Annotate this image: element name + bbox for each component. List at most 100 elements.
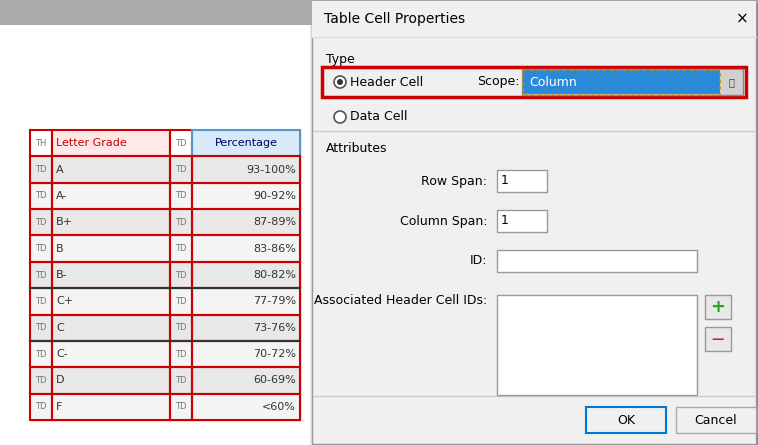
Bar [30, 209, 52, 235]
Bar [30, 315, 52, 341]
Text: Header Cell: Header Cell [350, 76, 423, 89]
Bar [312, 1, 756, 444]
Text: TD: TD [175, 297, 186, 306]
Text: ⌵: ⌵ [728, 77, 734, 87]
Text: TD: TD [175, 402, 186, 411]
Bar [30, 394, 52, 420]
Bar [52, 315, 170, 341]
Bar [30, 183, 52, 209]
Text: ×: × [735, 12, 748, 27]
Text: C+: C+ [56, 296, 73, 306]
Bar [52, 156, 170, 183]
Bar [170, 262, 192, 288]
Bar [30, 262, 52, 288]
Bar [705, 295, 731, 319]
Bar [30, 235, 52, 262]
Bar [52, 209, 170, 235]
Bar [30, 288, 52, 315]
Text: TD: TD [175, 376, 186, 385]
Bar [192, 209, 300, 235]
Text: TD: TD [175, 323, 186, 332]
Bar [170, 262, 192, 288]
Bar [586, 407, 666, 433]
Bar [52, 367, 170, 394]
Bar [52, 367, 170, 394]
Text: TD: TD [175, 350, 186, 359]
Text: TD: TD [36, 191, 47, 200]
Bar [705, 327, 731, 351]
Bar [30, 341, 52, 367]
Text: Scope:: Scope: [477, 76, 519, 89]
Bar [192, 367, 300, 394]
Bar [30, 130, 52, 156]
Bar [192, 183, 300, 209]
Text: B: B [56, 243, 64, 254]
Text: 90-92%: 90-92% [253, 191, 296, 201]
Text: TD: TD [36, 323, 47, 332]
Bar [52, 235, 170, 262]
Text: TD: TD [36, 376, 47, 385]
Bar [170, 394, 192, 420]
Bar [52, 288, 170, 315]
Bar [30, 209, 52, 235]
Text: B-: B- [56, 270, 67, 280]
Text: Row Span:: Row Span: [421, 174, 487, 187]
Text: TD: TD [175, 218, 186, 227]
Bar [192, 341, 300, 367]
Bar [523, 70, 720, 94]
Text: 70-72%: 70-72% [253, 349, 296, 359]
Bar [192, 315, 300, 341]
Bar [192, 235, 300, 262]
Text: A-: A- [56, 191, 67, 201]
Bar [170, 235, 192, 262]
Bar [523, 70, 720, 94]
Bar [52, 130, 170, 156]
Bar [30, 288, 52, 315]
Bar [30, 156, 52, 183]
Text: 83-86%: 83-86% [253, 243, 296, 254]
Bar [170, 209, 192, 235]
Bar [312, 1, 756, 37]
Bar [0, 25, 310, 445]
Bar [170, 288, 192, 315]
Bar [170, 156, 192, 183]
Text: F: F [56, 402, 62, 412]
Bar [756, 4, 758, 445]
Circle shape [337, 79, 343, 85]
Text: ID:: ID: [469, 255, 487, 267]
Bar [30, 130, 300, 420]
Bar [192, 183, 300, 209]
Bar [170, 288, 192, 315]
Bar [52, 183, 170, 209]
Bar [30, 367, 52, 394]
Bar [192, 315, 300, 341]
Bar [170, 315, 192, 341]
Text: Letter Grade: Letter Grade [56, 138, 127, 148]
Bar [170, 367, 192, 394]
Circle shape [334, 76, 346, 88]
Text: TD: TD [36, 271, 47, 279]
Text: +: + [710, 298, 725, 316]
Text: Type: Type [326, 53, 355, 65]
Bar [322, 67, 746, 97]
Text: Column Span:: Column Span: [399, 214, 487, 227]
Bar [30, 235, 52, 262]
Bar [52, 130, 170, 156]
Bar [170, 315, 192, 341]
Bar [192, 262, 300, 288]
Text: 73-76%: 73-76% [253, 323, 296, 333]
Bar [170, 130, 192, 156]
Bar [676, 407, 756, 433]
Bar [192, 130, 300, 156]
Text: D: D [56, 376, 64, 385]
Bar [497, 250, 697, 272]
Bar [192, 156, 300, 183]
Bar [52, 315, 170, 341]
Bar [52, 156, 170, 183]
Circle shape [334, 111, 346, 123]
Bar [52, 394, 170, 420]
Text: 87-89%: 87-89% [253, 217, 296, 227]
Bar [170, 341, 192, 367]
Bar [170, 235, 192, 262]
Text: TD: TD [175, 139, 186, 148]
